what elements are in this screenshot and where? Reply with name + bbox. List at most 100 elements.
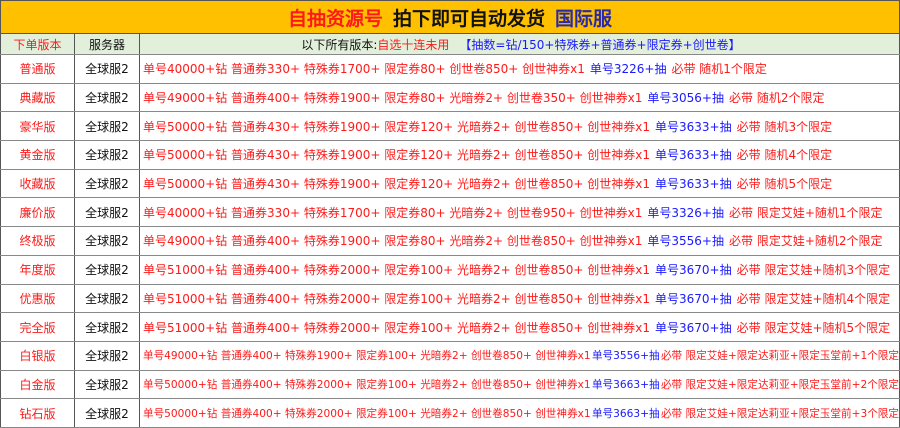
contents-guarantee: 必带 随机1个限定 bbox=[671, 62, 767, 77]
contents-red: 单号51000+钻 普通券400+ 特殊券2000+ 限定券100+ 光暗券2+… bbox=[143, 263, 651, 278]
server-cell: 全球服2 bbox=[75, 112, 140, 141]
contents-guarantee: 必带 限定艾娃+随机3个限定 bbox=[736, 263, 891, 278]
contents-cell: 单号50000+钻 普通券400+ 特殊券2000+ 限定券100+ 光暗券2+… bbox=[140, 370, 900, 399]
table-row: 优惠版 全球服2 单号51000+钻 普通券400+ 特殊券2000+ 限定券100… bbox=[0, 284, 900, 314]
table-row: 钻石版 全球服2 单号50000+钻 普通券400+ 特殊券2000+ 限定券100… bbox=[0, 399, 900, 428]
table-row: 收藏版 全球服2 单号50000+钻 普通券430+ 特殊券1900+ 限定券120… bbox=[0, 169, 900, 199]
contents-guarantee: 必带 限定艾娃+限定达莉亚+限定玉堂前+1个限定 bbox=[660, 350, 899, 363]
contents-cell: 单号50000+钻 普通券430+ 特殊券1900+ 限定券120+ 光暗券2+… bbox=[140, 169, 900, 198]
server-cell: 全球服2 bbox=[75, 169, 140, 198]
contents-guarantee: 必带 限定艾娃+限定达莉亚+限定玉堂前+2个限定 bbox=[660, 378, 899, 391]
title-part-3: 国际服 bbox=[555, 7, 613, 30]
contents-cell: 单号51000+钻 普通券400+ 特殊券2000+ 限定券100+ 光暗券2+… bbox=[140, 284, 900, 313]
contents-red: 单号50000+钻 普通券430+ 特殊券1900+ 限定券120+ 光暗券2+… bbox=[143, 177, 651, 192]
version-cell: 完全版 bbox=[0, 313, 75, 341]
page-title: 自抽资源号 拍下即可自动发货 国际服 bbox=[0, 0, 900, 34]
contents-red: 单号40000+钻 普通券330+ 特殊券1700+ 限定券80+ 创世卷850… bbox=[143, 62, 585, 77]
contents-cell: 单号50000+钻 普通券430+ 特殊券1900+ 限定券120+ 光暗券2+… bbox=[140, 141, 900, 169]
contents-cell: 单号51000+钻 普通券400+ 特殊券2000+ 限定券100+ 光暗券2+… bbox=[140, 255, 900, 284]
version-cell: 优惠版 bbox=[0, 284, 75, 313]
server-cell: 全球服2 bbox=[75, 370, 140, 399]
header-blue-note: 【抽数=钻/150+特殊券+普通券+限定券+创世卷】 bbox=[459, 37, 741, 52]
server-cell: 全球服2 bbox=[75, 227, 140, 255]
contents-blue: 单号3633+抽 bbox=[655, 119, 732, 134]
table-row: 终极版 全球服2 单号49000+钻 普通券400+ 特殊券1900+ 限定券80+… bbox=[0, 227, 900, 256]
contents-cell: 单号51000+钻 普通券400+ 特殊券2000+ 限定券100+ 光暗券2+… bbox=[140, 313, 900, 341]
title-part-1: 自抽资源号 bbox=[287, 7, 383, 30]
version-cell: 钻石版 bbox=[0, 399, 75, 427]
contents-blue: 单号3326+抽 bbox=[647, 205, 724, 220]
table-row: 黄金版 全球服2 单号50000+钻 普通券430+ 特殊券1900+ 限定券120… bbox=[0, 141, 900, 170]
version-cell: 白银版 bbox=[0, 341, 75, 370]
table-row: 年度版 全球服2 单号51000+钻 普通券400+ 特殊券2000+ 限定券100… bbox=[0, 255, 900, 285]
contents-cell: 单号40000+钻 普通券330+ 特殊券1700+ 限定券80+ 创世卷850… bbox=[140, 55, 900, 83]
contents-blue: 单号3226+抽 bbox=[589, 62, 667, 77]
contents-cell: 单号40000+钻 普通券330+ 特殊券1700+ 限定券80+ 光暗券2+ … bbox=[140, 198, 900, 227]
contents-blue: 单号3663+抽 bbox=[591, 378, 660, 391]
contents-blue: 单号3670+抽 bbox=[655, 291, 732, 306]
server-cell: 全球服2 bbox=[75, 255, 140, 284]
contents-blue: 单号3633+抽 bbox=[655, 177, 732, 192]
header-red-note: 自选十连未用 bbox=[377, 37, 450, 52]
version-cell: 豪华版 bbox=[0, 112, 75, 141]
contents-red: 单号50000+钻 普通券400+ 特殊券2000+ 限定券100+ 光暗券2+… bbox=[143, 407, 591, 420]
table-row: 白银版 全球服2 单号49000+钻 普通券400+ 特殊券1900+ 限定券100… bbox=[0, 341, 900, 371]
table-header: 下单版本 服务器 以下所有版本: 自选十连未用 【抽数=钻/150+特殊券+普通… bbox=[0, 34, 900, 55]
contents-cell: 单号50000+钻 普通券430+ 特殊券1900+ 限定券120+ 光暗券2+… bbox=[140, 112, 900, 141]
contents-cell: 单号49000+钻 普通券400+ 特殊券1900+ 限定券80+ 光暗券2+ … bbox=[140, 83, 900, 112]
contents-red: 单号49000+钻 普通券400+ 特殊券1900+ 限定券80+ 光暗券2+ … bbox=[143, 234, 643, 249]
contents-guarantee: 必带 随机4个限定 bbox=[736, 148, 833, 163]
contents-blue: 单号3670+抽 bbox=[655, 320, 732, 335]
title-part-2: 拍下即可自动发货 bbox=[392, 7, 545, 30]
contents-blue: 单号3556+抽 bbox=[591, 350, 660, 363]
header-server: 服务器 bbox=[75, 34, 140, 54]
table-row: 完全版 全球服2 单号51000+钻 普通券400+ 特殊券2000+ 限定券100… bbox=[0, 313, 900, 342]
contents-blue: 单号3056+抽 bbox=[647, 91, 724, 106]
version-cell: 终极版 bbox=[0, 227, 75, 255]
contents-red: 单号49000+钻 普通券400+ 特殊券1900+ 限定券80+ 光暗券2+ … bbox=[143, 91, 643, 106]
contents-guarantee: 必带 随机3个限定 bbox=[736, 119, 833, 134]
contents-guarantee: 必带 限定艾娃+随机4个限定 bbox=[736, 291, 891, 306]
header-contents: 以下所有版本: 自选十连未用 【抽数=钻/150+特殊券+普通券+限定券+创世卷… bbox=[140, 34, 900, 54]
contents-blue: 单号3663+抽 bbox=[591, 407, 660, 420]
server-cell: 全球服2 bbox=[75, 284, 140, 313]
contents-blue: 单号3633+抽 bbox=[655, 148, 732, 163]
version-cell: 典藏版 bbox=[0, 83, 75, 112]
server-cell: 全球服2 bbox=[75, 83, 140, 112]
contents-blue: 单号3670+抽 bbox=[655, 263, 732, 278]
contents-red: 单号50000+钻 普通券430+ 特殊券1900+ 限定券120+ 光暗券2+… bbox=[143, 119, 651, 134]
table-row: 白金版 全球服2 单号50000+钻 普通券400+ 特殊券2000+ 限定券100… bbox=[0, 370, 900, 400]
header-prefix: 以下所有版本: bbox=[301, 37, 378, 52]
version-cell: 黄金版 bbox=[0, 141, 75, 169]
table-row: 廉价版 全球服2 单号40000+钻 普通券330+ 特殊券1700+ 限定券80+… bbox=[0, 198, 900, 228]
contents-guarantee: 必带 限定艾娃+随机1个限定 bbox=[729, 205, 883, 220]
version-cell: 年度版 bbox=[0, 255, 75, 284]
table-body: 普通版 全球服2 单号40000+钻 普通券330+ 特殊券1700+ 限定券80+… bbox=[0, 55, 900, 428]
contents-cell: 单号49000+钻 普通券400+ 特殊券1900+ 限定券80+ 光暗券2+ … bbox=[140, 227, 900, 255]
header-version: 下单版本 bbox=[0, 34, 75, 54]
contents-red: 单号51000+钻 普通券400+ 特殊券2000+ 限定券100+ 光暗券2+… bbox=[143, 291, 651, 306]
contents-guarantee: 必带 随机5个限定 bbox=[736, 177, 833, 192]
table-row: 豪华版 全球服2 单号50000+钻 普通券430+ 特殊券1900+ 限定券120… bbox=[0, 112, 900, 142]
server-cell: 全球服2 bbox=[75, 55, 140, 83]
version-cell: 白金版 bbox=[0, 370, 75, 399]
server-cell: 全球服2 bbox=[75, 141, 140, 169]
contents-cell: 单号49000+钻 普通券400+ 特殊券1900+ 限定券100+ 光暗券2+… bbox=[140, 341, 900, 370]
contents-red: 单号49000+钻 普通券400+ 特殊券1900+ 限定券100+ 光暗券2+… bbox=[143, 350, 591, 363]
contents-red: 单号40000+钻 普通券330+ 特殊券1700+ 限定券80+ 光暗券2+ … bbox=[143, 205, 643, 220]
contents-guarantee: 必带 随机2个限定 bbox=[729, 91, 825, 106]
contents-red: 单号51000+钻 普通券400+ 特殊券2000+ 限定券100+ 光暗券2+… bbox=[143, 320, 651, 335]
contents-guarantee: 必带 限定艾娃+随机2个限定 bbox=[729, 234, 883, 249]
contents-red: 单号50000+钻 普通券430+ 特殊券1900+ 限定券120+ 光暗券2+… bbox=[143, 148, 651, 163]
contents-red: 单号50000+钻 普通券400+ 特殊券2000+ 限定券100+ 光暗券2+… bbox=[143, 378, 591, 391]
server-cell: 全球服2 bbox=[75, 399, 140, 427]
contents-blue: 单号3556+抽 bbox=[647, 234, 724, 249]
table-row: 普通版 全球服2 单号40000+钻 普通券330+ 特殊券1700+ 限定券80+… bbox=[0, 55, 900, 84]
version-cell: 收藏版 bbox=[0, 169, 75, 198]
server-cell: 全球服2 bbox=[75, 198, 140, 227]
table-row: 典藏版 全球服2 单号49000+钻 普通券400+ 特殊券1900+ 限定券80+… bbox=[0, 83, 900, 113]
server-cell: 全球服2 bbox=[75, 341, 140, 370]
contents-guarantee: 必带 限定艾娃+限定达莉亚+限定玉堂前+3个限定 bbox=[660, 407, 899, 420]
version-cell: 普通版 bbox=[0, 55, 75, 83]
version-cell: 廉价版 bbox=[0, 198, 75, 227]
